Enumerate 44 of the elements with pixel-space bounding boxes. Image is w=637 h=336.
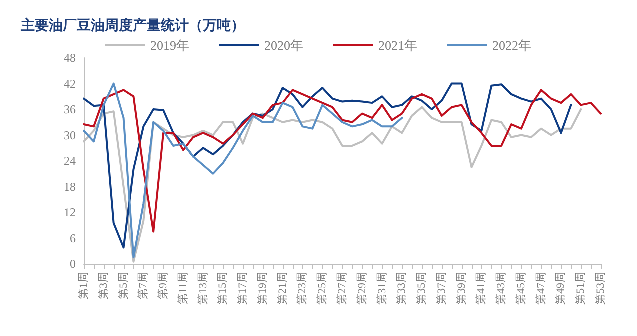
legend-label: 2021年 [378,38,418,53]
x-tick-label: 第25周 [316,272,329,305]
x-tick-label: 第13周 [197,272,210,305]
y-tick-label: 18 [64,180,76,194]
x-tick-label: 第45周 [515,272,528,305]
line-series [83,82,572,249]
x-tick-label: 第43周 [496,272,508,305]
x-tick-label: 第39周 [456,272,468,305]
x-tick-label: 第49周 [555,272,568,305]
y-tick-label: 42 [64,76,76,91]
y-tick-label: 48 [64,51,76,65]
chart-title: 主要油厂豆油周度产量统计（万吨） [20,17,245,34]
x-tick-label: 第51周 [575,272,588,305]
x-tick-label: 第37周 [436,272,448,305]
x-tick-label: 第53周 [595,272,607,305]
y-tick-label: 30 [64,128,76,142]
line-series [83,89,602,233]
y-tick-label: 0 [70,257,76,271]
y-tick-label: 6 [70,231,76,246]
x-tick-label: 第29周 [356,272,368,305]
y-tick-label: 36 [64,102,76,116]
x-tick-label: 第41周 [476,272,488,305]
legend-label: 2019年 [150,38,190,53]
line-series [83,82,404,259]
x-tick-label: 第35周 [416,272,428,305]
x-tick-label: 第11周 [177,272,190,305]
legend-label: 2022年 [492,38,532,53]
x-tick-label: 第9周 [158,272,170,300]
legend-label: 2020年 [264,38,304,53]
x-tick-label: 第21周 [276,272,289,305]
x-tick-label: 第23周 [296,272,309,305]
x-tick-label: 第33周 [396,272,408,305]
x-tick-label: 第47周 [535,272,548,305]
x-tick-label: 第7周 [138,272,150,300]
x-tick-label: 第17周 [237,272,250,305]
y-tick-label: 24 [64,154,76,168]
y-tick-label: 12 [64,206,76,220]
x-tick-label: 第5周 [118,272,130,300]
x-tick-label: 第31周 [376,272,388,305]
x-tick-label: 第15周 [217,272,230,305]
x-tick-label: 第19周 [256,272,269,305]
x-tick-label: 第3周 [98,272,110,300]
x-tick-label: 第27周 [336,272,348,305]
x-tick-label: 第1周 [78,272,90,300]
